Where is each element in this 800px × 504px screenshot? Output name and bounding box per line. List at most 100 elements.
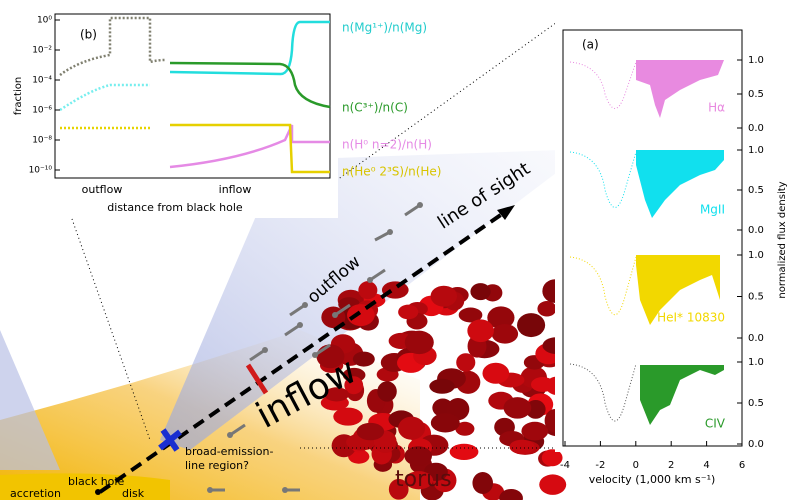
flow-arrow	[289, 303, 306, 317]
flow-arrow	[334, 303, 351, 317]
torus-cloud	[398, 304, 419, 320]
torus-cloud	[537, 301, 557, 317]
x-tick-label: 2	[668, 460, 674, 471]
y-tick-label: 1.0	[748, 250, 764, 261]
axis-label: velocity (1,000 km s⁻¹)	[589, 473, 716, 486]
torus-cloud	[347, 304, 375, 327]
torus-cloud	[358, 281, 378, 300]
flow-arrow-head	[297, 322, 303, 328]
torus-cloud	[456, 353, 476, 372]
line-label: MgII	[700, 203, 725, 217]
flow-arrow-head	[262, 347, 268, 353]
label: black hole	[68, 475, 124, 488]
torus-cloud	[430, 413, 460, 433]
y-tick-label: 0.5	[748, 398, 764, 409]
dotted-spectrum	[569, 363, 637, 422]
y-tick-label: 10⁻⁸	[32, 136, 52, 146]
torus-cloud	[388, 478, 409, 500]
line-label: Hα	[708, 101, 725, 115]
torus-cloud	[470, 283, 491, 301]
curve-dotted	[59, 83, 150, 112]
torus-cloud	[541, 449, 563, 467]
blue-marker	[160, 428, 180, 452]
y-tick-label: 0.0	[748, 333, 764, 344]
curve-label: n(C³⁺)/n(C)	[342, 101, 408, 115]
y-tick-label: 0.5	[748, 89, 764, 100]
flow-arrow	[229, 423, 246, 437]
torus-cloud	[530, 377, 555, 392]
x-tick-label: -4	[560, 460, 570, 471]
torus-cloud	[404, 446, 432, 466]
torus-cloud	[324, 387, 349, 402]
accretion-disk	[0, 473, 170, 500]
y-tick-label: 10⁻²	[32, 46, 52, 56]
flow-arrow-head	[387, 229, 393, 235]
flow-arrow-head	[207, 487, 213, 493]
torus-cloud	[467, 319, 494, 343]
panel-label: (a)	[582, 38, 599, 52]
arrow-head	[497, 205, 515, 220]
torus-cloud	[487, 306, 515, 329]
panel-label: (b)	[80, 28, 97, 42]
dotted-spectrum	[569, 61, 637, 109]
torus-cloud	[430, 285, 458, 307]
flow-arrow	[369, 268, 386, 282]
y-tick-label: 0.5	[748, 185, 764, 196]
label: accretion	[10, 487, 61, 500]
torus-cloud	[344, 376, 364, 395]
torus-cloud	[398, 416, 426, 440]
absorption-fill	[636, 255, 720, 325]
outflow-cone-left	[0, 330, 60, 470]
panel-a-frame	[562, 29, 743, 447]
torus-cloud	[404, 330, 434, 355]
flow-arrow-head	[367, 277, 373, 283]
flow-arrow-head	[227, 432, 233, 438]
torus-cloud	[491, 324, 519, 344]
torus-cloud	[333, 407, 363, 426]
torus-cloud	[352, 351, 375, 367]
torus-cloud	[348, 449, 370, 464]
black-hole	[95, 489, 101, 495]
torus-cloud	[449, 443, 479, 461]
flow-arrow-head	[302, 302, 308, 308]
curve-mg	[169, 20, 330, 76]
red-marker	[245, 363, 269, 395]
curve-h	[169, 124, 330, 169]
x-tick-label: -2	[595, 460, 605, 471]
x-region: outflow	[82, 183, 123, 196]
torus	[316, 279, 571, 504]
flow-arrow-head	[312, 352, 318, 358]
torus-cloud	[472, 471, 493, 494]
flow-arrow-head	[282, 487, 288, 493]
torus-cloud	[404, 471, 434, 490]
flow-arrow	[404, 203, 421, 217]
flow-arrow-head	[417, 202, 423, 208]
y-tick-label: 10⁻⁶	[32, 106, 52, 116]
y-tick-label: 0.0	[748, 225, 764, 236]
absorption-fill	[636, 60, 724, 118]
curve-c	[169, 61, 331, 109]
panel-b	[8, 6, 338, 218]
absorption-fill	[636, 150, 724, 218]
torus-cloud	[525, 399, 546, 419]
panel-b-frame	[54, 13, 331, 179]
curve-label: n(He⁰ 2³S)/n(He)	[342, 165, 441, 179]
curve-label: n(Mg¹⁺)/n(Mg)	[342, 21, 427, 35]
torus-cloud	[455, 421, 475, 436]
dotted-spectrum	[569, 151, 637, 208]
torus-cloud	[521, 421, 549, 441]
curve-he	[170, 123, 330, 174]
torus-cloud	[429, 378, 455, 394]
flow-arrow	[249, 348, 266, 362]
x-tick-label: 0	[633, 460, 639, 471]
flow-arrow	[284, 323, 301, 337]
dotted-spectrum	[569, 256, 637, 316]
curve-label: n(H⁰ n=2)/n(H)	[342, 138, 432, 152]
x-tick-label: 6	[739, 460, 745, 471]
line-label: CIV	[705, 417, 726, 431]
line-label: HeI* 10830	[657, 311, 725, 325]
axis-label: normalized flux density	[777, 181, 788, 298]
torus-cloud	[517, 313, 546, 338]
x-tick-label: 4	[703, 460, 709, 471]
